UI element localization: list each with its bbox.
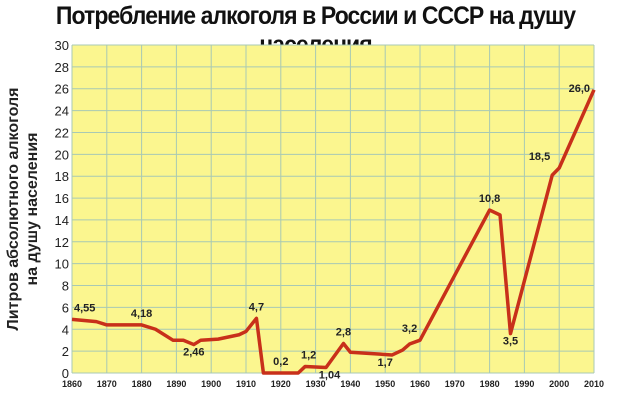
- y-tick-label: 10: [55, 257, 69, 272]
- x-tick-label: 2000: [549, 379, 569, 389]
- series-line: [71, 89, 596, 375]
- y-tick-label: 4: [62, 322, 69, 337]
- x-tick-label: 1880: [132, 379, 152, 389]
- y-axis-label: на душу населения: [24, 133, 41, 286]
- x-tick-label: 1860: [62, 379, 82, 389]
- y-tick-label: 0: [62, 366, 69, 381]
- x-tick-label: 1960: [410, 379, 430, 389]
- x-tick-label: 1970: [445, 379, 465, 389]
- data-label: 2,46: [183, 347, 204, 359]
- y-tick-label: 22: [55, 125, 69, 140]
- data-label: 1,04: [319, 370, 341, 382]
- y-tick-label: 12: [55, 235, 69, 250]
- y-tick-label: 2: [62, 344, 69, 359]
- y-tick-label: 26: [55, 82, 69, 97]
- x-tick-label: 1990: [514, 379, 534, 389]
- y-axis-label: Литров абсолютного алкоголя: [5, 88, 22, 331]
- data-label: 10,8: [479, 193, 500, 205]
- y-tick-label: 8: [62, 279, 69, 294]
- x-tick-label: 1930: [306, 379, 326, 389]
- data-label: 1,7: [378, 357, 393, 369]
- x-tick-label: 1910: [236, 379, 256, 389]
- y-tick-label: 30: [55, 38, 69, 53]
- x-tick-label: 1940: [340, 379, 360, 389]
- y-tick-label: 16: [55, 191, 69, 206]
- data-label: 1,2: [301, 349, 316, 361]
- y-tick-label: 28: [55, 60, 69, 75]
- data-label: 4,18: [131, 308, 152, 320]
- x-tick-label: 1900: [201, 379, 221, 389]
- data-label: 2,8: [336, 326, 351, 338]
- plot-area: [72, 45, 594, 373]
- y-tick-label: 24: [55, 104, 69, 119]
- x-tick-label: 1870: [97, 379, 117, 389]
- data-label: 4,55: [74, 302, 95, 314]
- y-tick-label: 18: [55, 169, 69, 184]
- y-tick-label: 6: [62, 300, 69, 315]
- data-label: 26,0: [569, 83, 590, 95]
- x-tick-label: 1950: [375, 379, 395, 389]
- data-label: 18,5: [529, 151, 550, 163]
- x-tick-label: 1980: [480, 379, 500, 389]
- y-tick-label: 14: [55, 213, 69, 228]
- data-label: 0,2: [273, 356, 288, 368]
- x-tick-label: 2010: [584, 379, 604, 389]
- data-label: 3,5: [503, 336, 518, 348]
- x-tick-label: 1890: [166, 379, 186, 389]
- data-label: 3,2: [402, 323, 417, 335]
- data-label: 4,7: [249, 301, 264, 313]
- x-tick-label: 1920: [271, 379, 291, 389]
- y-tick-label: 20: [55, 147, 69, 162]
